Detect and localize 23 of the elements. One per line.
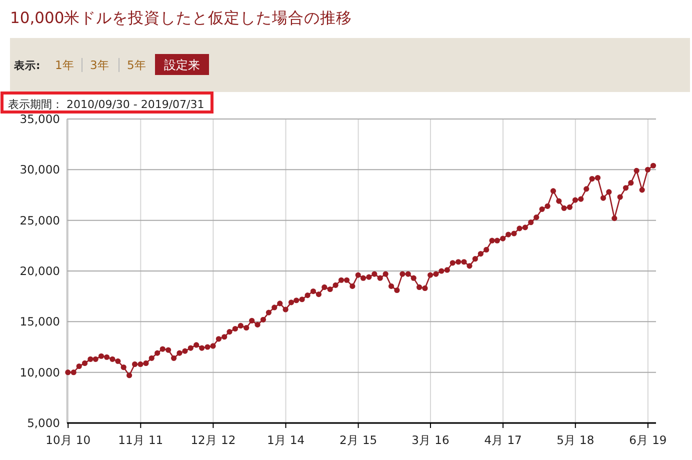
x-tick-label: 11月 11 — [118, 433, 164, 447]
x-tick-label: 6月 19 — [629, 433, 667, 447]
x-tick-label: 5月 18 — [556, 433, 594, 447]
text: 3年 — [90, 58, 110, 72]
text: 設定来 — [164, 58, 200, 72]
chart-title: 10,000米ドルを投資したと仮定した場合の推移 — [10, 9, 352, 27]
x-tick-label: 2月 15 — [339, 433, 378, 447]
x-tick-label: 10月 10 — [46, 433, 91, 447]
x-tick-label: 1月 14 — [266, 433, 305, 447]
y-tick-label: 10,000 — [20, 365, 60, 380]
y-tick-label: 15,000 — [20, 314, 60, 329]
x-tick-label: 4月 17 — [484, 433, 522, 447]
y-tick-label: 5,000 — [27, 416, 60, 430]
y-tick-label: 35,000 — [20, 112, 60, 126]
y-tick-label: 20,000 — [20, 264, 60, 278]
x-tick-label: 12月 12 — [190, 433, 236, 447]
text: 1年 — [55, 58, 74, 72]
y-tick-label: 30,000 — [20, 162, 60, 177]
text: 表示: — [13, 59, 40, 72]
text: 表示期間： 2010/09/30 - 2019/07/31 — [8, 98, 204, 111]
x-tick-label: 3月 16 — [412, 433, 450, 447]
y-tick-label: 25,000 — [20, 213, 60, 228]
text: 5年 — [127, 58, 146, 72]
